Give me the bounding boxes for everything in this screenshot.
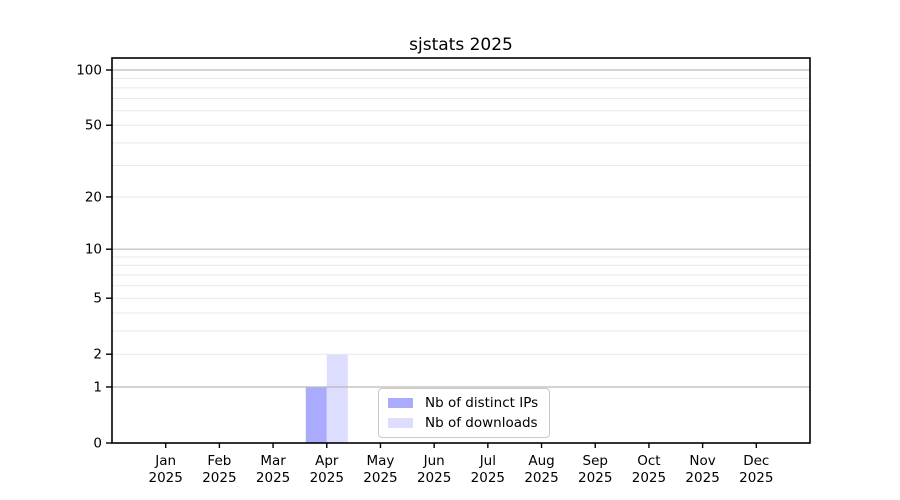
x-tick-label-year: 2025 xyxy=(417,470,451,486)
y-tick-label: 20 xyxy=(85,189,102,205)
x-tick-label-month: Jun xyxy=(423,453,445,469)
x-tick-label-month: Jan xyxy=(154,453,176,469)
x-tick-label-year: 2025 xyxy=(471,470,505,486)
legend-item-downloads: Nb of downloads xyxy=(388,414,538,432)
x-tick-label-year: 2025 xyxy=(149,470,183,486)
y-tick-label: 0 xyxy=(93,436,102,452)
x-tick-label-month: May xyxy=(367,453,395,469)
x-tick-label-year: 2025 xyxy=(256,470,290,486)
y-tick-label: 10 xyxy=(85,242,102,258)
legend-label-downloads: Nb of downloads xyxy=(425,415,538,431)
y-tick-label: 5 xyxy=(93,291,102,307)
legend: Nb of distinct IPs Nb of downloads xyxy=(378,388,551,438)
x-tick-label-month: Nov xyxy=(689,453,715,469)
plot-border xyxy=(111,57,811,444)
x-tick-label-year: 2025 xyxy=(524,470,558,486)
x-tick-label-year: 2025 xyxy=(363,470,397,486)
y-tick-label: 1 xyxy=(93,379,102,395)
x-tick-label-month: Dec xyxy=(743,453,769,469)
y-tick-label: 50 xyxy=(85,118,102,134)
legend-label-distinct-ips: Nb of distinct IPs xyxy=(425,395,539,411)
bar-downloads xyxy=(326,354,348,443)
x-tick-label-year: 2025 xyxy=(739,470,773,486)
x-tick-label-month: Sep xyxy=(583,453,608,469)
x-tick-label-year: 2025 xyxy=(310,470,344,486)
x-tick-label-month: Oct xyxy=(637,453,660,469)
x-tick-label-month: Apr xyxy=(315,453,339,469)
legend-swatch-distinct-ips xyxy=(388,398,413,408)
y-tick-label: 100 xyxy=(76,63,102,79)
legend-item-distinct-ips: Nb of distinct IPs xyxy=(388,394,538,412)
x-tick-label-year: 2025 xyxy=(685,470,719,486)
x-tick-label-month: Mar xyxy=(260,453,286,469)
x-tick-label-year: 2025 xyxy=(202,470,236,486)
y-tick-label: 2 xyxy=(93,347,102,363)
x-tick-label-month: Feb xyxy=(207,453,231,469)
x-tick-label-month: Jul xyxy=(479,453,496,469)
chart-title: sjstats 2025 xyxy=(409,35,513,55)
x-tick-label-year: 2025 xyxy=(632,470,666,486)
x-tick-label-year: 2025 xyxy=(578,470,612,486)
legend-swatch-downloads xyxy=(388,418,413,428)
bar-distinct-ips xyxy=(305,386,327,443)
x-tick-label-month: Aug xyxy=(528,453,554,469)
